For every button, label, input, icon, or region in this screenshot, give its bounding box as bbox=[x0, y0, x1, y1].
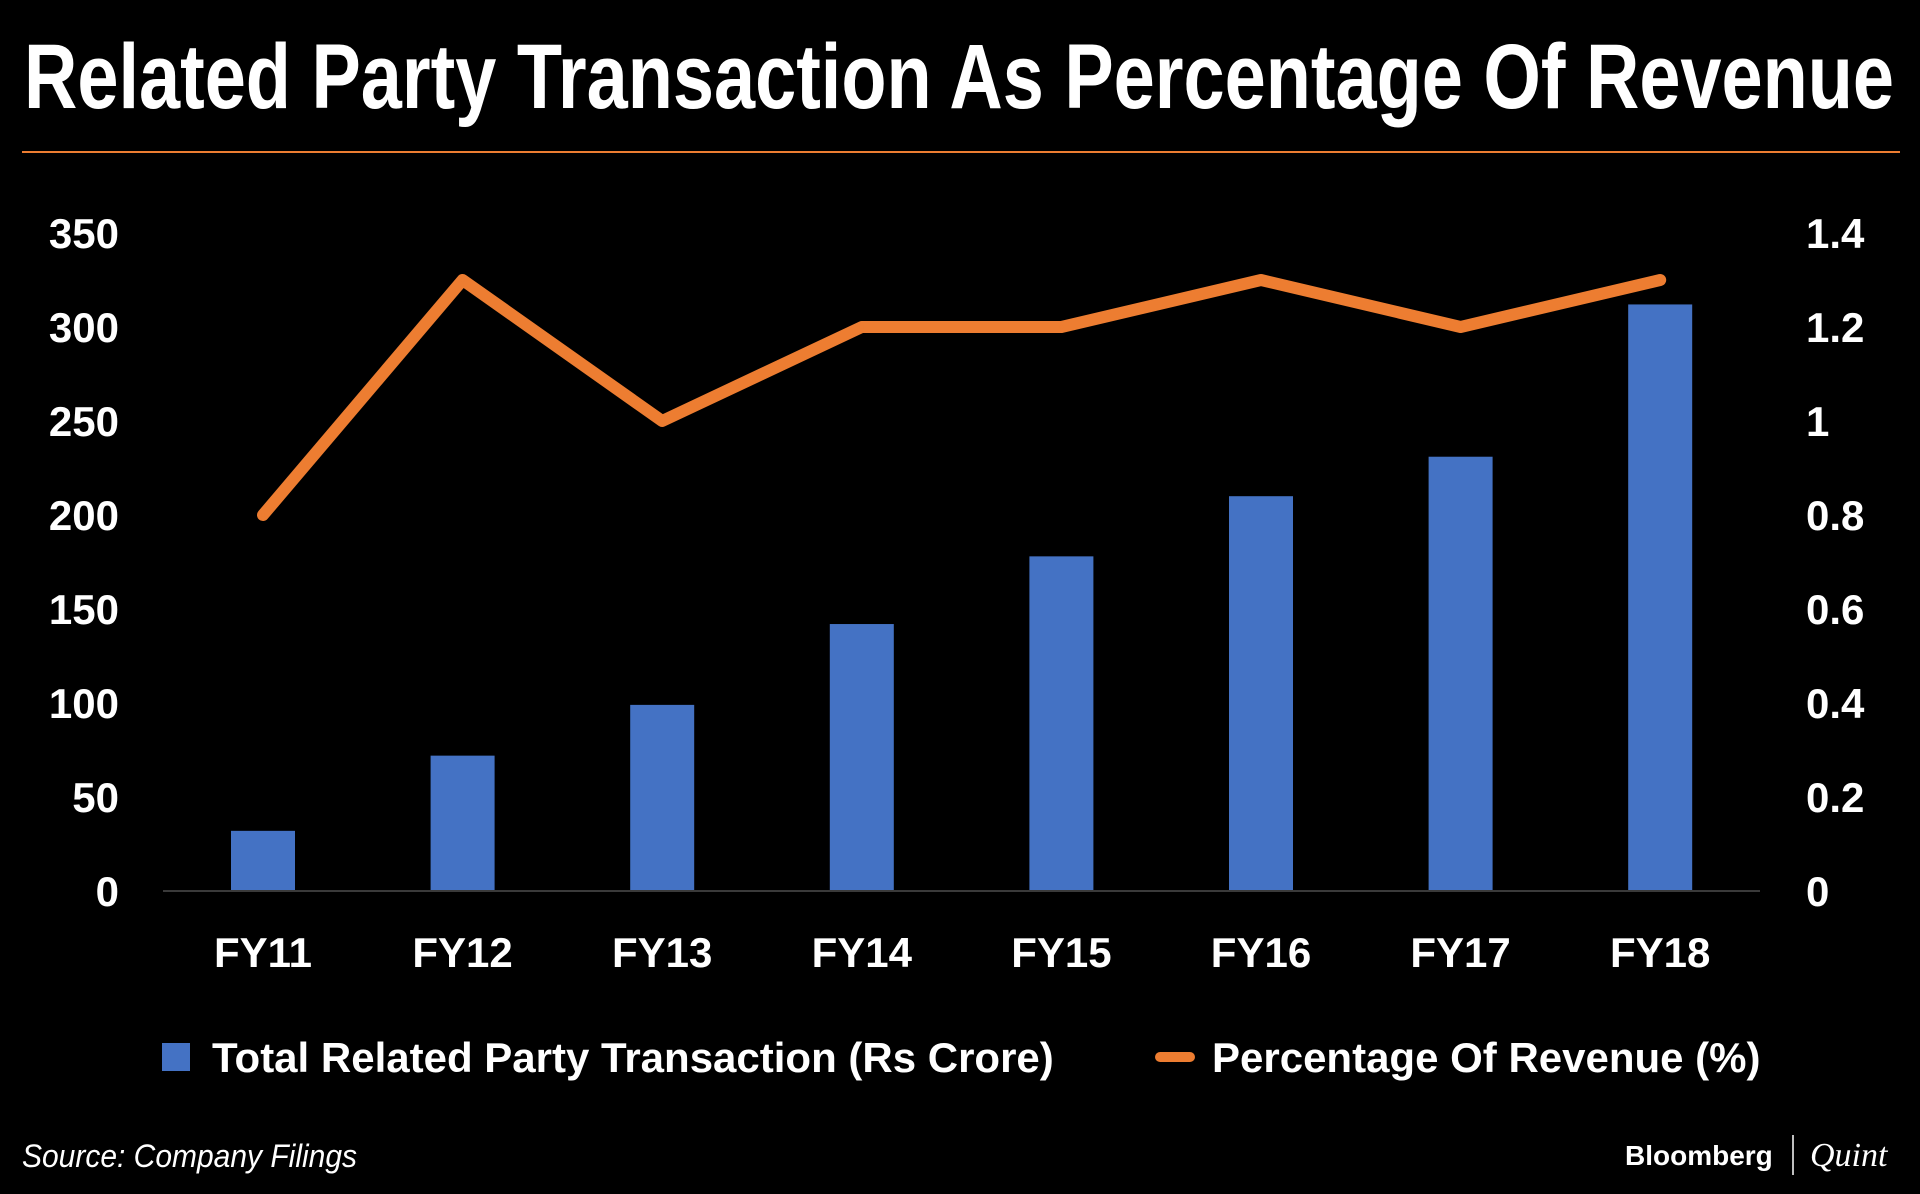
logo-bloomberg: Bloomberg bbox=[1625, 1140, 1773, 1171]
x-tick-label: FY12 bbox=[412, 929, 512, 976]
y-left-tick-label: 0 bbox=[96, 868, 119, 915]
source-note: Source: Company Filings bbox=[22, 1138, 357, 1174]
y-left-tick-label: 250 bbox=[49, 398, 119, 445]
line-point-fy14 bbox=[859, 325, 864, 329]
line-point-fy11 bbox=[261, 513, 265, 517]
y-left-tick-label: 150 bbox=[49, 586, 119, 633]
line-point-fy12 bbox=[460, 278, 465, 282]
y-right-tick-label: 0.2 bbox=[1806, 774, 1864, 821]
line-point-fy13 bbox=[660, 419, 665, 423]
brand-logo: Bloomberg Quint bbox=[1625, 1135, 1889, 1175]
y-right-tick-label: 0.4 bbox=[1806, 680, 1865, 727]
x-tick-label: FY13 bbox=[612, 929, 712, 976]
bar-fy15 bbox=[1029, 556, 1094, 891]
y-right-tick-label: 0.6 bbox=[1806, 586, 1864, 633]
chart-title: Related Party Transaction As Percentage … bbox=[24, 26, 1894, 128]
y-left-tick-label: 200 bbox=[49, 492, 119, 539]
y-right-tick-label: 1 bbox=[1806, 398, 1829, 445]
bar-fy17 bbox=[1428, 456, 1493, 891]
bar-fy12 bbox=[430, 755, 495, 891]
line-point-fy15 bbox=[1059, 325, 1064, 329]
line-point-fy18 bbox=[1658, 278, 1663, 282]
y-left-tick-label: 100 bbox=[49, 680, 119, 727]
bar-fy13 bbox=[630, 704, 695, 891]
y-right-tick-label: 0 bbox=[1806, 868, 1829, 915]
line-point-fy17 bbox=[1458, 325, 1463, 329]
legend-bar-swatch bbox=[162, 1043, 190, 1071]
legend-bar-label: Total Related Party Transaction (Rs Cror… bbox=[212, 1034, 1054, 1081]
y-right-tick-label: 0.8 bbox=[1806, 492, 1864, 539]
y-left-tick-label: 350 bbox=[49, 210, 119, 257]
bar-fy11 bbox=[231, 830, 295, 891]
legend-line-label: Percentage Of Revenue (%) bbox=[1212, 1034, 1761, 1081]
y-left-tick-label: 50 bbox=[72, 774, 119, 821]
legend: Total Related Party Transaction (Rs Cror… bbox=[162, 1034, 1761, 1081]
logo-quint: Quint bbox=[1810, 1137, 1889, 1174]
bar-fy14 bbox=[829, 624, 894, 891]
y-left-tick-label: 300 bbox=[49, 304, 119, 351]
x-tick-label: FY16 bbox=[1211, 929, 1311, 976]
x-tick-label: FY17 bbox=[1410, 929, 1510, 976]
percentage-line bbox=[257, 274, 1667, 521]
y-right-tick-label: 1.2 bbox=[1806, 304, 1864, 351]
x-tick-label: FY15 bbox=[1011, 929, 1111, 976]
y-right-tick-label: 1.4 bbox=[1806, 210, 1865, 257]
bar-fy16 bbox=[1229, 496, 1293, 891]
x-tick-label: FY11 bbox=[214, 929, 312, 976]
bar-fy18 bbox=[1628, 304, 1693, 891]
line-point-fy16 bbox=[1259, 278, 1263, 282]
x-tick-label: FY14 bbox=[812, 929, 913, 976]
x-tick-label: FY18 bbox=[1610, 929, 1710, 976]
